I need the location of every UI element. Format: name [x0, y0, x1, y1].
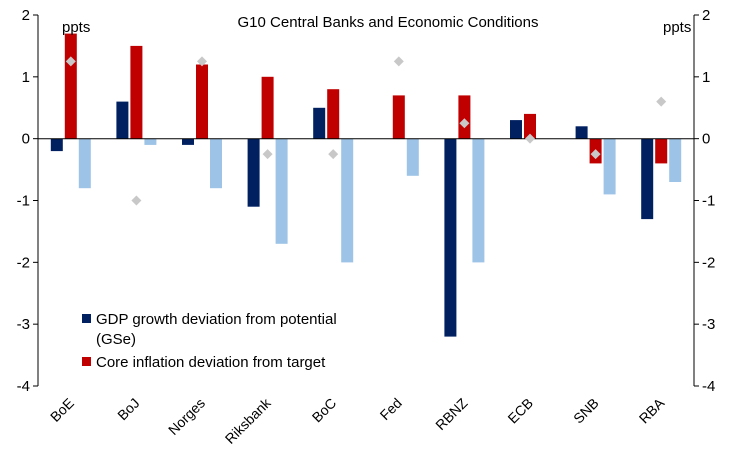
y-tick-label-left: -2 — [17, 254, 30, 271]
bar-fed-series-2 — [392, 95, 405, 139]
y-axis-unit-left: ppts — [62, 19, 90, 36]
bar-riksbank-series-2 — [261, 76, 274, 139]
marker-norges — [197, 56, 207, 67]
marker-boj — [131, 195, 142, 206]
x-tick-label-rbnz: RBNZ — [432, 395, 471, 434]
markers-layer — [65, 56, 667, 206]
x-tick-label-snb: SNB — [570, 395, 602, 427]
bar-boe-series-3 — [78, 138, 91, 189]
bar-snb-series-3 — [603, 138, 616, 195]
bar-ecb-series-1 — [510, 120, 522, 139]
y-tick-label-right: 2 — [702, 7, 710, 24]
x-tick-label-rba: RBA — [636, 394, 668, 426]
ticks-layer: 2 2 1 1 0 0 -1 -1 -2 -2 -3 -3 -4 -4 — [17, 7, 716, 395]
bar-rba-series-3 — [669, 138, 682, 182]
marker-ecb — [525, 133, 535, 144]
bar-boj-series-3 — [144, 138, 157, 145]
marker-riksbank — [262, 149, 273, 160]
marker-rba — [656, 96, 667, 107]
bar-boc-series-1 — [313, 107, 326, 139]
legend-label-2: Core inflation deviation from target — [96, 354, 326, 371]
x-tick-label-fed: Fed — [377, 395, 405, 423]
bar-boj-series-2 — [130, 45, 143, 139]
bars-layer — [50, 33, 682, 337]
y-tick-label-right: -4 — [702, 378, 715, 395]
bar-rbnz-series-1 — [444, 138, 457, 337]
y-tick-label-left: -3 — [17, 316, 30, 333]
y-tick-label-right: 1 — [702, 69, 710, 86]
labels-layer: BoE BoJ Norges Riksbank BoC Fed RBNZ ECB SNB RBA — [47, 394, 668, 447]
bar-ecb-series-2 — [524, 113, 536, 139]
chart-title: G10 Central Banks and Economic Condition… — [238, 14, 539, 31]
y-tick-label-right: -3 — [702, 316, 715, 333]
bar-rbnz-series-2 — [458, 95, 471, 139]
y-tick-label-left: 1 — [22, 69, 30, 86]
bar-riksbank-series-3 — [275, 138, 288, 244]
bar-norges-series-3 — [210, 138, 222, 189]
bar-fed-series-3 — [406, 138, 419, 176]
bar-snb-series-1 — [575, 126, 588, 139]
y-tick-label-right: -1 — [702, 193, 715, 210]
y-tick-label-right: 0 — [702, 131, 710, 148]
y-axis-unit-right: ppts — [663, 19, 691, 36]
marker-boe — [65, 56, 76, 67]
x-tick-label-ecb: ECB — [504, 395, 536, 427]
bar-rba-series-2 — [655, 138, 668, 164]
bar-boe-series-1 — [50, 138, 63, 152]
bar-boc-series-3 — [341, 138, 354, 263]
bar-rba-series-1 — [641, 138, 654, 220]
x-tick-label-norges: Norges — [165, 395, 208, 438]
y-tick-label-left: 0 — [22, 131, 30, 148]
legend-swatch-1 — [82, 314, 91, 323]
bar-norges-series-1 — [182, 138, 194, 145]
y-tick-label-left: 2 — [22, 7, 30, 24]
legend-label-1: GDP growth deviation from potential — [96, 311, 337, 328]
x-tick-label-boe: BoE — [47, 395, 77, 425]
y-tick-label-right: -2 — [702, 254, 715, 271]
bar-boj-series-1 — [116, 101, 129, 139]
marker-rbnz — [459, 118, 470, 129]
legend-swatch-2 — [82, 357, 91, 366]
bar-rbnz-series-3 — [472, 138, 485, 263]
y-tick-label-left: -4 — [17, 378, 30, 395]
bar-boe-series-2 — [64, 33, 77, 139]
marker-boc — [328, 149, 339, 160]
legend-label-1: (GSe) — [96, 331, 136, 348]
marker-snb — [590, 149, 601, 160]
bar-riksbank-series-1 — [247, 138, 260, 207]
legend: GDP growth deviation from potential (GSe)… — [82, 311, 337, 371]
bar-boc-series-2 — [327, 89, 340, 139]
marker-fed — [393, 56, 404, 67]
x-tick-label-riksbank: Riksbank — [222, 394, 275, 447]
y-tick-label-left: -1 — [17, 193, 30, 210]
x-tick-label-boj: BoJ — [114, 395, 142, 423]
x-tick-label-boc: BoC — [309, 395, 340, 426]
bar-norges-series-2 — [196, 64, 208, 139]
